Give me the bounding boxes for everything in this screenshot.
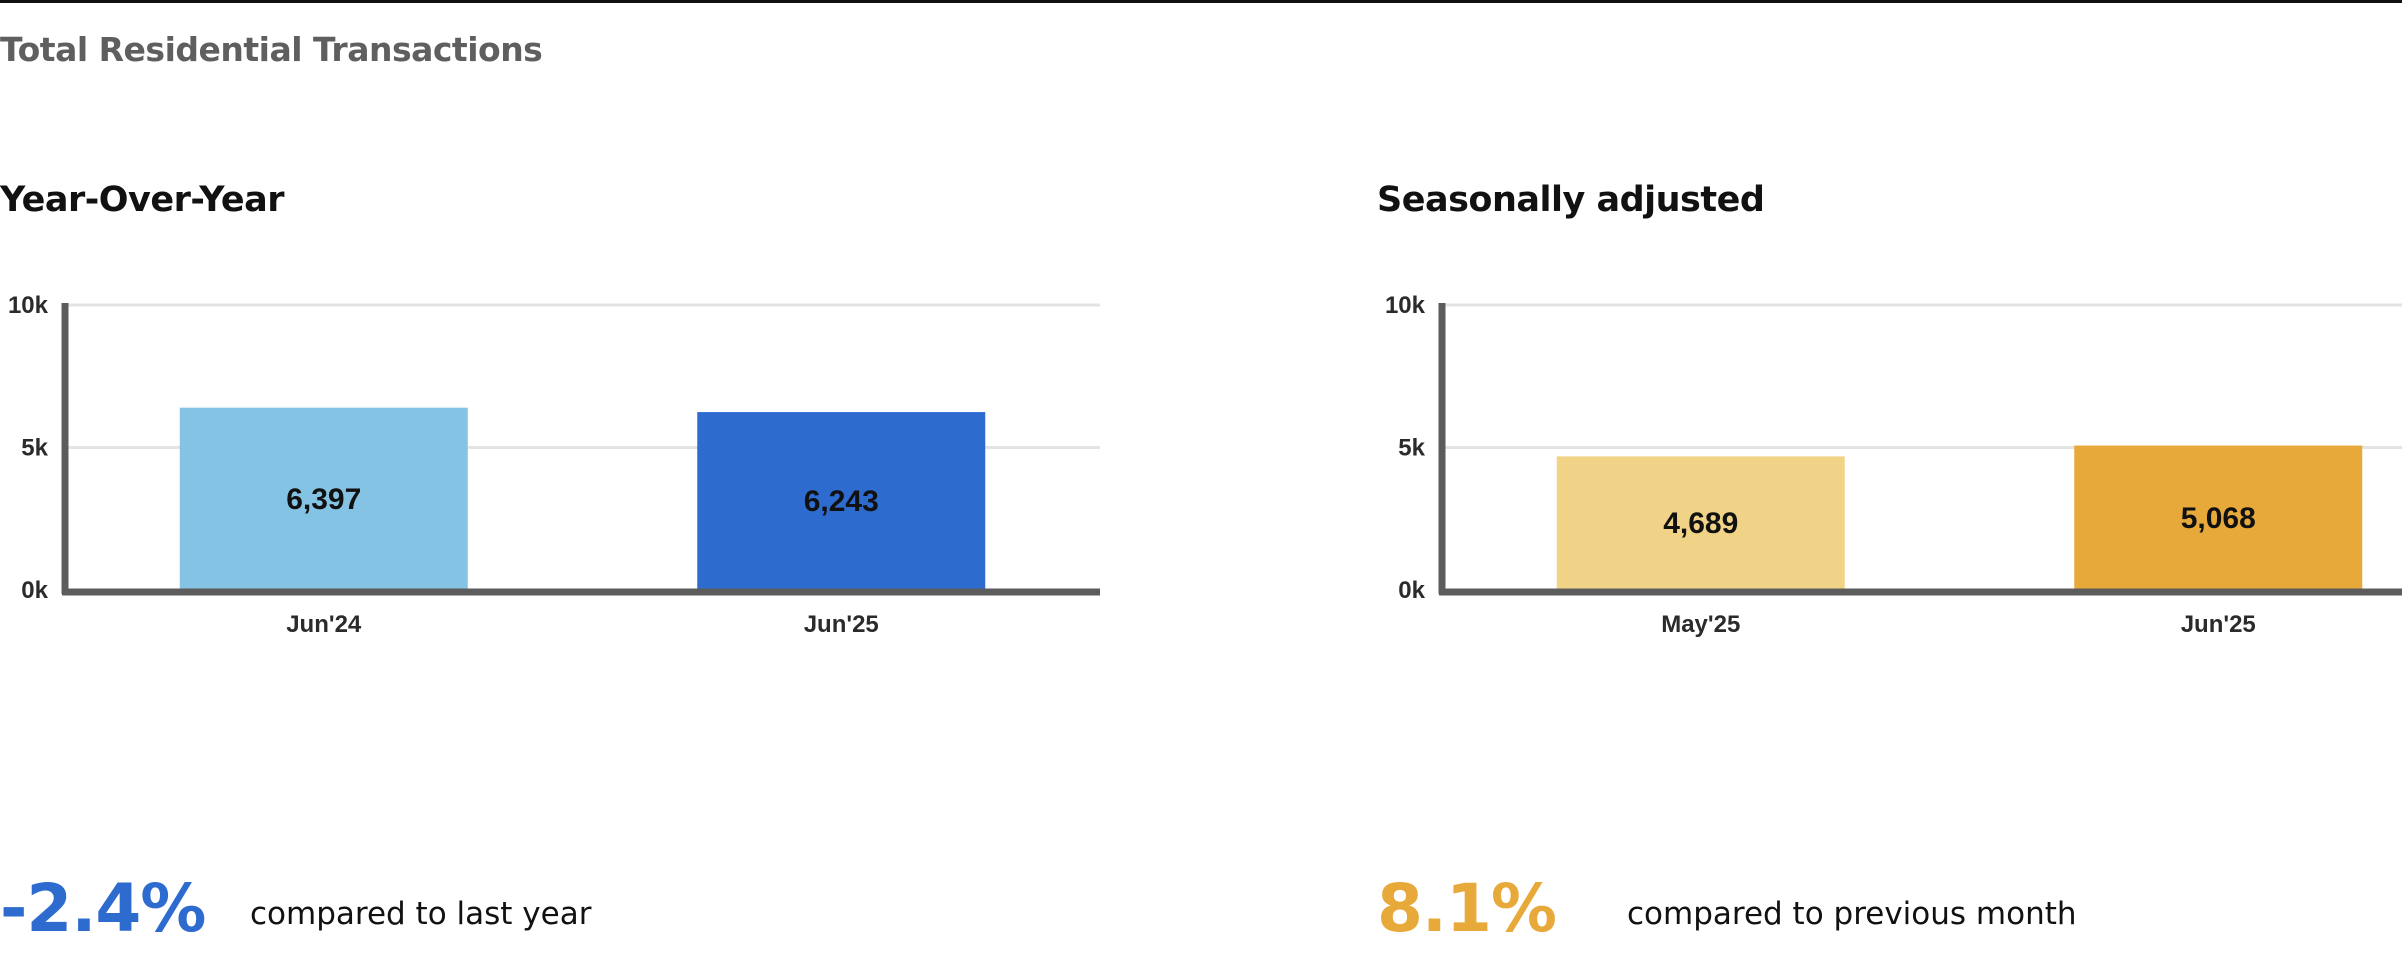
- y-tick-label-2: 10k: [1385, 292, 1426, 319]
- yoy-change-text: compared to last year: [250, 896, 592, 932]
- seasonal-panel: Seasonally adjusted 0k 5k 10k 4,689 May'25 5,…: [1377, 180, 2402, 960]
- yoy-change-value: -2.4%: [0, 870, 206, 947]
- bar-value-label-0: 6,397: [286, 483, 361, 516]
- top-border: [0, 0, 2402, 3]
- y-tick-label-1: 5k: [21, 435, 48, 462]
- yoy-bar-chart: 0k 5k 10k 6,397 Jun'24 6,243 Jun'25: [8, 292, 1100, 638]
- bar-0: [1556, 456, 1845, 590]
- seasonal-change-text: compared to previous month: [1627, 896, 2077, 932]
- x-tick-label-0: Jun'24: [286, 611, 362, 638]
- y-tick-label-2: 10k: [8, 292, 49, 319]
- bar-value-label-1: 5,068: [2181, 502, 2256, 535]
- page-title: Total Residential Transactions: [0, 30, 543, 69]
- yoy-chart-title: Year-Over-Year: [0, 180, 284, 220]
- yoy-panel: Year-Over-Year 0k 5k 10k 6,397 Jun'24 6,243 Ju…: [0, 180, 1100, 960]
- y-tick-label-0: 0k: [1398, 577, 1425, 604]
- seasonal-bar-chart: 0k 5k 10k 4,689 May'25 5,068 Jun'25: [1385, 292, 2402, 638]
- bar-1: [2074, 445, 2363, 590]
- x-tick-label-1: Jun'25: [804, 611, 879, 638]
- y-tick-label-1: 5k: [1398, 435, 1425, 462]
- bar-value-label-1: 6,243: [804, 485, 879, 518]
- x-tick-label-0: May'25: [1661, 611, 1740, 638]
- bar-0: [179, 407, 468, 590]
- bar-1: [697, 412, 986, 590]
- bar-value-label-0: 4,689: [1663, 507, 1738, 540]
- seasonal-change-value: 8.1%: [1377, 870, 1557, 947]
- x-tick-label-1: Jun'25: [2181, 611, 2256, 638]
- y-tick-label-0: 0k: [21, 577, 48, 604]
- seasonal-chart-title: Seasonally adjusted: [1377, 180, 1765, 220]
